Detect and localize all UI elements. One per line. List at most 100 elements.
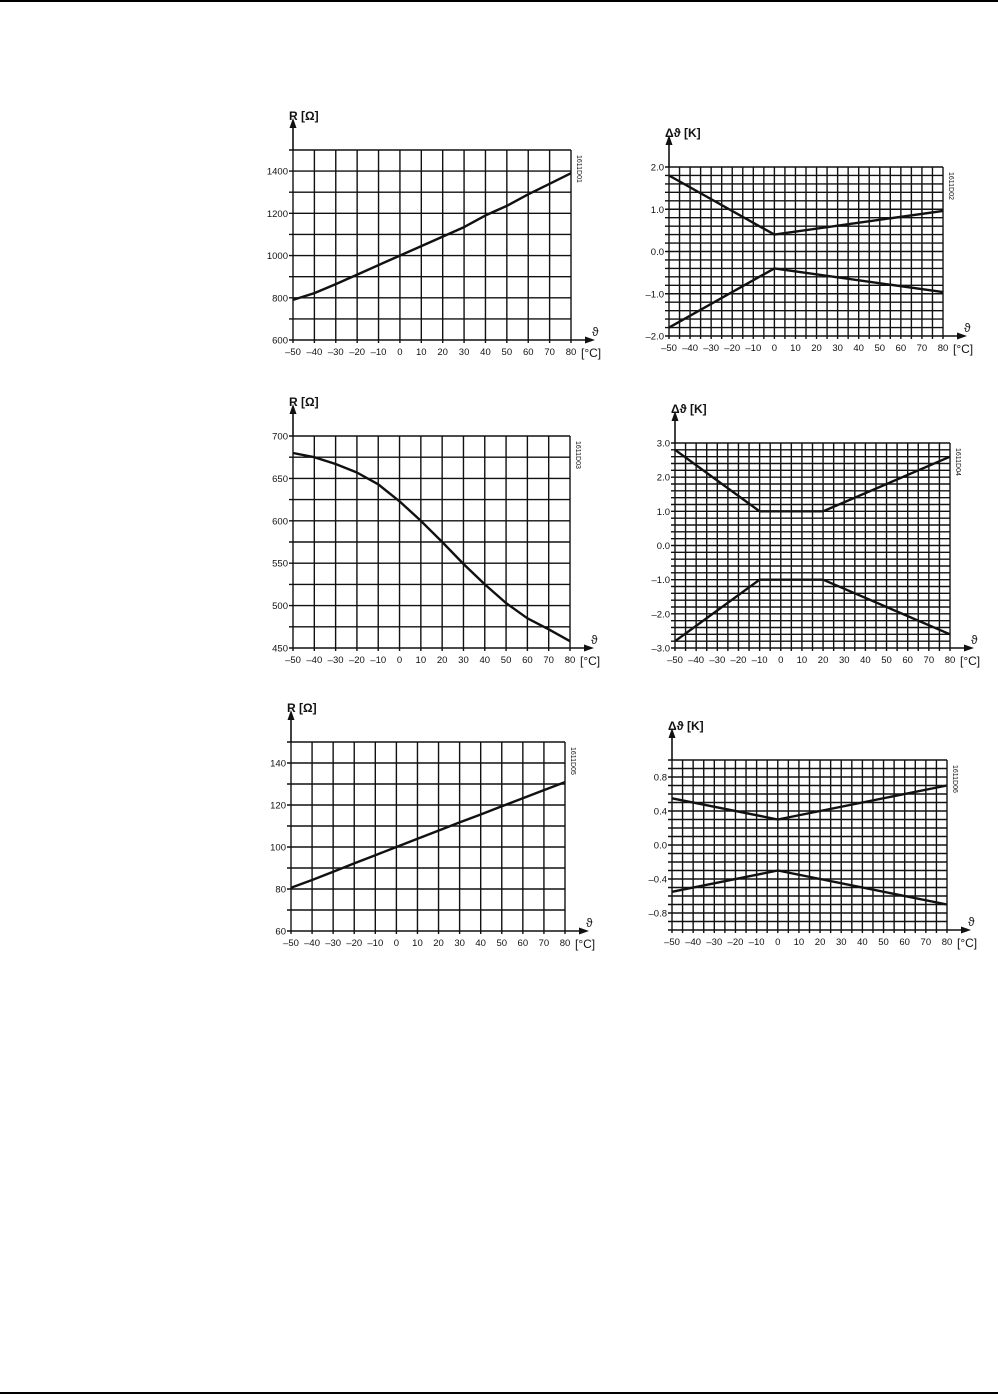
y-tick-label: –3.0 [652, 644, 671, 655]
y-tick-label: 2.0 [651, 163, 664, 174]
x-tick-label: 60 [896, 343, 907, 354]
x-tick-label: 10 [797, 655, 808, 666]
x-tick-label: 70 [924, 655, 935, 666]
x-tick-label: –20 [724, 343, 740, 354]
x-tick-label: 40 [480, 347, 491, 358]
y-axis-arrow-icon [289, 404, 297, 414]
y-axis-arrow-icon [671, 411, 679, 421]
series-line-1 [671, 784, 948, 821]
y-axis-label: R [Ω] [287, 701, 317, 715]
x-axis-unit: [°C] [960, 654, 980, 668]
series-line-1 [292, 172, 572, 302]
x-tick-label: 40 [857, 937, 868, 948]
x-tick-label: –20 [728, 937, 744, 948]
x-tick-label: 40 [475, 938, 486, 949]
x-tick-label: 60 [523, 347, 534, 358]
y-tick-label: –0.4 [649, 875, 668, 886]
chart-3: R [Ω] ϑ [°C] 1611D03 –50 –40 –30 –20 –10 0 10 20 30 4… [272, 395, 600, 668]
x-tick-label: 50 [502, 347, 513, 358]
x-axis-arrow-icon [961, 926, 971, 934]
x-tick-label: 20 [437, 347, 448, 358]
x-tick-label: 30 [839, 655, 850, 666]
x-tick-label: 10 [794, 937, 805, 948]
x-tick-label: –20 [349, 655, 365, 666]
x-tick-label: –40 [304, 938, 320, 949]
chart-5: R [Ω] ϑ [°C] 1611D05 –50 –40 –30 –20 –10 0 10 20 30 4… [270, 701, 595, 951]
x-tick-label: –30 [706, 937, 722, 948]
x-tick-label: –40 [306, 347, 322, 358]
x-tick-label: 30 [454, 938, 465, 949]
x-axis-unit: [°C] [580, 654, 600, 668]
x-tick-label: 10 [412, 938, 423, 949]
y-tick-label: 0.0 [654, 841, 667, 852]
y-tick-label: 1.0 [657, 507, 670, 518]
x-axis-label: ϑ [971, 633, 978, 647]
y-axis-label: Δϑ [K] [671, 402, 707, 416]
y-tick-label: 60 [275, 927, 286, 938]
x-tick-label: 0 [397, 655, 402, 666]
x-tick-label: –50 [667, 655, 683, 666]
bottom-rule [0, 1392, 998, 1394]
x-tick-label: –20 [731, 655, 747, 666]
y-tick-label: –1.0 [646, 289, 665, 300]
x-tick-label: 60 [902, 655, 913, 666]
x-tick-label: 10 [416, 347, 427, 358]
x-tick-label: 60 [518, 938, 529, 949]
y-axis-label: Δϑ [K] [668, 719, 704, 733]
y-axis-arrow-icon [668, 728, 676, 738]
x-tick-label: 20 [815, 937, 826, 948]
x-tick-label: 40 [860, 655, 871, 666]
x-axis-unit: [°C] [953, 342, 973, 356]
x-tick-label: 40 [479, 655, 490, 666]
x-tick-label: –30 [703, 343, 719, 354]
x-tick-label: –50 [283, 938, 299, 949]
x-tick-label: 20 [433, 938, 444, 949]
x-tick-label: –10 [370, 655, 386, 666]
y-tick-label: 0.4 [654, 807, 667, 818]
x-tick-label: 70 [543, 655, 554, 666]
y-axis-label: Δϑ [K] [665, 126, 701, 140]
series-line-1 [674, 448, 951, 513]
y-tick-label: 120 [270, 801, 286, 812]
y-tick-label: 2.0 [657, 473, 670, 484]
y-tick-label: 800 [272, 293, 288, 304]
x-tick-label: 40 [853, 343, 864, 354]
x-tick-label: 30 [459, 347, 470, 358]
y-axis-arrow-icon [287, 710, 295, 720]
x-tick-label: 20 [437, 655, 448, 666]
x-axis-arrow-icon [957, 332, 967, 340]
y-tick-label: 3.0 [657, 439, 670, 450]
y-tick-label: –0.8 [649, 909, 668, 920]
y-axis-label: R [Ω] [289, 395, 319, 409]
y-tick-label: 140 [270, 759, 286, 770]
x-tick-label: 60 [522, 655, 533, 666]
y-tick-label: 1.0 [651, 205, 664, 216]
x-axis-arrow-icon [585, 336, 595, 344]
series-line-2 [674, 578, 951, 643]
x-tick-label: –40 [685, 937, 701, 948]
figure-code: 1611D04 [954, 448, 961, 476]
x-tick-label: 50 [874, 343, 885, 354]
y-axis-arrow-icon [665, 135, 673, 145]
x-axis-unit: [°C] [575, 937, 595, 951]
x-tick-label: 10 [790, 343, 801, 354]
x-tick-label: –10 [371, 347, 387, 358]
x-tick-label: –30 [709, 655, 725, 666]
y-tick-label: 1000 [267, 251, 288, 262]
y-tick-label: 550 [272, 559, 288, 570]
series-line-2 [668, 267, 944, 329]
y-tick-label: –2.0 [646, 332, 665, 343]
x-tick-label: –50 [285, 347, 301, 358]
x-tick-label: –30 [328, 347, 344, 358]
y-tick-label: –2.0 [652, 609, 671, 620]
y-tick-label: 650 [272, 474, 288, 485]
grid [671, 442, 951, 651]
x-tick-label: 30 [458, 655, 469, 666]
series-line-2 [671, 869, 948, 906]
x-tick-label: 0 [778, 655, 783, 666]
y-tick-label: 0.0 [657, 541, 670, 552]
x-axis-label: ϑ [964, 321, 971, 335]
series-line-1 [290, 780, 566, 889]
y-tick-label: 700 [272, 432, 288, 443]
x-tick-label: 80 [942, 937, 953, 948]
